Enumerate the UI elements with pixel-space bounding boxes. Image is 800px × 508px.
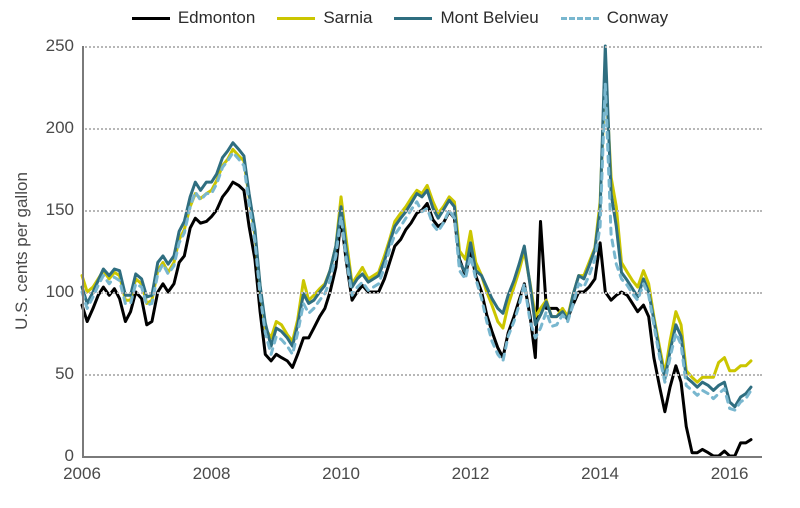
grid-line: [82, 210, 762, 212]
legend-swatch: [277, 17, 315, 20]
y-tick-label: 200: [46, 118, 82, 138]
legend-item: Conway: [561, 8, 668, 28]
x-tick-label: 2014: [581, 456, 619, 484]
legend-item: Sarnia: [277, 8, 372, 28]
y-tick-label: 50: [55, 364, 82, 384]
series-mont-belvieu: [82, 46, 751, 407]
y-tick-label: 100: [46, 282, 82, 302]
x-tick-label: 2010: [322, 456, 360, 484]
grid-line: [82, 292, 762, 294]
grid-line: [82, 374, 762, 376]
legend-swatch: [561, 17, 599, 20]
price-line-chart: Edmonton Sarnia Mont Belvieu Conway 0501001…: [0, 0, 800, 508]
x-tick-label: 2016: [711, 456, 749, 484]
plot-area: 050100150200250200620082010201220142016: [82, 46, 762, 456]
legend-label: Conway: [607, 8, 668, 28]
x-tick-label: 2012: [452, 456, 490, 484]
y-tick-label: 150: [46, 200, 82, 220]
y-axis-line: [82, 46, 84, 456]
chart-svg: [82, 46, 762, 456]
x-tick-label: 2008: [193, 456, 231, 484]
legend-swatch: [132, 17, 170, 20]
legend-label: Sarnia: [323, 8, 372, 28]
legend-item: Edmonton: [132, 8, 256, 28]
legend-swatch: [394, 17, 432, 20]
series-conway: [82, 84, 751, 410]
legend-label: Mont Belvieu: [440, 8, 538, 28]
x-axis-line: [82, 456, 762, 458]
y-tick-label: 250: [46, 36, 82, 56]
x-tick-label: 2006: [63, 456, 101, 484]
grid-line: [82, 46, 762, 48]
legend-item: Mont Belvieu: [394, 8, 538, 28]
chart-legend: Edmonton Sarnia Mont Belvieu Conway: [0, 8, 800, 28]
legend-label: Edmonton: [178, 8, 256, 28]
y-axis-title: U.S. cents per gallon: [12, 172, 32, 330]
grid-line: [82, 128, 762, 130]
